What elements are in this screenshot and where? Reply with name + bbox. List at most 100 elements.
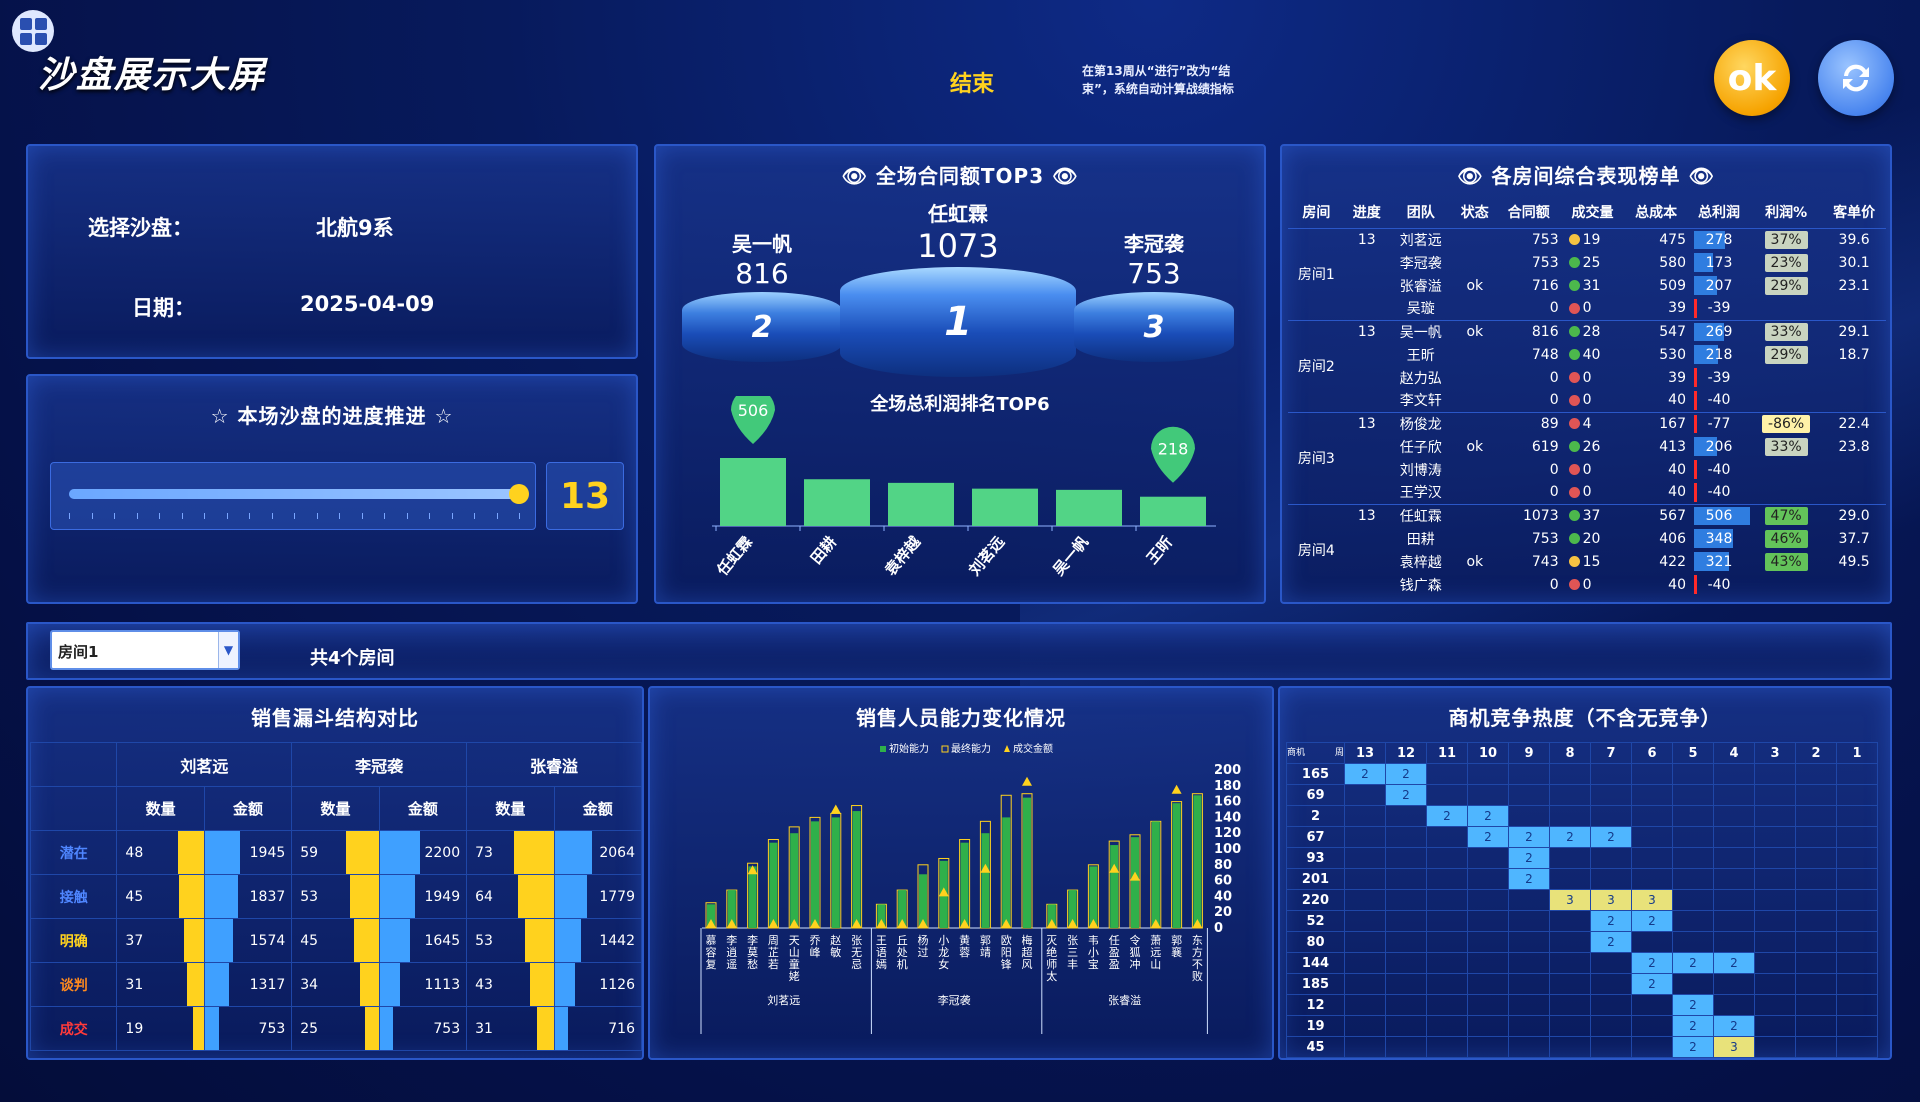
funnel-amount-bar (204, 919, 234, 962)
pct-cell (1750, 366, 1822, 389)
legend-label: 初始能力 (889, 742, 929, 755)
table-row[interactable]: 房间4 13 任虹霖 1073 37 567 506 47% 29.0 (1288, 503, 1886, 596)
table-row[interactable]: 张睿溢 ok 716 31 509 207 29% 23.1 (1288, 274, 1886, 297)
table-row[interactable]: 李冠袭 753 25 580 173 23% 30.1 (1288, 251, 1886, 274)
member-label: 盈 (1109, 958, 1120, 971)
table-row[interactable]: 房间3 13 杨俊龙 89 4 167 -77 -86% 22.4 (1288, 411, 1886, 504)
heat-cell (1754, 868, 1796, 890)
table-row[interactable]: 钱广森 0 0 40 -40 (1288, 573, 1886, 596)
heat-cell (1672, 973, 1714, 995)
funnel-stage-row: 明确 37 1574 45 1645 53 1442 (29, 918, 643, 963)
deal-status-dot (1568, 464, 1580, 475)
funnel-amount: 1779 (599, 889, 635, 905)
state-cell (1453, 481, 1497, 504)
funnel-amount: 753 (433, 1021, 461, 1037)
ability-panel: 销售人员能力变化情况 初始能力 最终能力 成交金额 200 180 160 140 120 10… (648, 686, 1274, 1060)
initial-ability-bar (811, 821, 819, 928)
funnel-sub: 金额 (203, 786, 293, 831)
table-row[interactable]: 房间2 13 吴一帆 ok 816 28 547 269 33% 29.1 (1288, 319, 1886, 412)
progress-tick (136, 513, 138, 519)
member-label: 逍 (726, 946, 737, 959)
progress-knob[interactable] (509, 484, 529, 504)
heat-cell (1590, 784, 1632, 806)
heat-cell (1508, 910, 1550, 932)
deals-cell: 0 (1561, 481, 1625, 504)
funnel-count-cell: 64 (466, 874, 555, 919)
ok-button[interactable]: ok (1714, 40, 1790, 116)
funnel-count: 73 (475, 845, 493, 861)
member-label: 愁 (747, 958, 758, 971)
table-row[interactable]: 王学汉 0 0 40 -40 (1288, 481, 1886, 504)
chevron-down-icon[interactable]: ▼ (218, 632, 238, 668)
table-row[interactable]: 任子欣 ok 619 26 413 206 33% 23.8 (1288, 435, 1886, 458)
table-row[interactable]: 刘博涛 0 0 40 -40 (1288, 458, 1886, 481)
heat-cell (1836, 910, 1878, 932)
room-select[interactable]: 房间1 ▼ (50, 630, 240, 670)
funnel-amount: 1837 (249, 889, 286, 905)
progress-slider[interactable] (69, 484, 529, 504)
progress-tick (406, 513, 408, 519)
heat-cell (1426, 1036, 1468, 1058)
table-row[interactable]: 赵力弘 0 0 39 -39 (1288, 366, 1886, 389)
cost-cell: 167 (1624, 411, 1688, 435)
refresh-button[interactable] (1818, 40, 1894, 116)
deals-cell: 0 (1561, 573, 1625, 596)
pct-cell (1750, 297, 1822, 320)
legend-swatch (941, 745, 949, 753)
member-label: 三 (1067, 946, 1078, 959)
member-label: 狐 (1130, 945, 1141, 959)
profit-databar (1694, 299, 1697, 318)
heat-cell (1754, 784, 1796, 806)
heat-cell (1672, 805, 1714, 827)
sandbox-value[interactable]: 北航9系 (316, 216, 394, 240)
funnel-count-bar (183, 919, 204, 962)
deals-cell: 0 (1561, 458, 1625, 481)
heat-cell (1549, 952, 1591, 974)
heat-cell (1508, 805, 1550, 827)
heat-corner-b: 周 (1334, 747, 1344, 758)
table-row[interactable]: 房间1 13 刘茗远 753 19 475 278 37% 39.6 (1288, 227, 1886, 320)
heat-cell (1795, 973, 1837, 995)
profit-databar (1694, 414, 1697, 433)
contract-cell: 716 (1531, 277, 1559, 294)
deals-cell: 37 (1560, 503, 1625, 527)
table-row[interactable]: 袁梓越 ok 743 15 422 321 43% 49.5 (1288, 550, 1886, 573)
funnel-count-bar (346, 831, 379, 874)
heat-cell (1836, 805, 1878, 827)
funnel-sub: 数量 (466, 786, 555, 831)
funnel-amount: 1317 (249, 977, 286, 993)
state-cell (1452, 227, 1497, 251)
heat-cell (1549, 763, 1591, 785)
eye-icon: 👁 (1044, 164, 1079, 188)
profit-cell: 321 (1688, 550, 1750, 573)
member-label: 丰 (1067, 958, 1078, 971)
heat-cell (1549, 847, 1591, 869)
deal-status-dot (1568, 394, 1580, 406)
contract-cell: 0 (1549, 392, 1559, 409)
table-row[interactable]: 李文轩 0 0 40 -40 (1288, 389, 1886, 412)
deals-value: 28 (1582, 323, 1601, 340)
heat-row: 220 3 3 3 (1286, 889, 1878, 911)
heat-cell (1836, 826, 1878, 848)
funnel-panel: 销售漏斗结构对比 刘茗远 李冠袭 张睿溢 数量 金额 数量 金额 数量 金额 潜在 48 1945 59… (26, 686, 644, 1060)
state-cell: ok (1466, 438, 1484, 455)
profit-cell: 348 (1688, 527, 1750, 550)
heat-cell (1426, 784, 1468, 806)
table-row[interactable]: 田耕 753 20 406 348 46% 37.7 (1288, 527, 1886, 550)
member-label: 锋 (1001, 958, 1012, 971)
table-row[interactable]: 吴璇 0 0 39 -39 (1288, 297, 1886, 320)
funnel-amount: 716 (608, 1021, 635, 1037)
deal-amount-marker (1192, 919, 1203, 928)
progress-tick (271, 513, 273, 519)
deals-cell: 20 (1561, 527, 1625, 550)
progress-cell: 13 (1344, 227, 1389, 251)
initial-ability-bar (898, 890, 907, 928)
table-row[interactable]: 王昕 748 40 530 218 29% 18.7 (1288, 343, 1886, 366)
first-name: 任虹霖 (928, 202, 988, 226)
apps-grid-icon[interactable] (12, 10, 54, 52)
heat-cell (1754, 1036, 1796, 1058)
funnel-stage-row: 谈判 31 1317 34 1113 43 1126 (29, 962, 643, 1007)
heat-cell (1672, 868, 1714, 890)
pct-cell: -86% (1750, 411, 1823, 435)
second-value: 816 (735, 257, 789, 290)
